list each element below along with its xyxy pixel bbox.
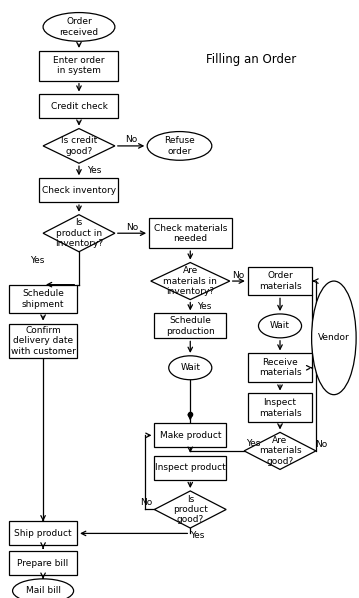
Text: Wait: Wait bbox=[270, 321, 290, 331]
Text: Inspect product: Inspect product bbox=[155, 463, 226, 472]
Polygon shape bbox=[151, 263, 230, 300]
Text: Vendor: Vendor bbox=[318, 333, 350, 343]
Text: Check inventory: Check inventory bbox=[42, 185, 116, 195]
Text: No: No bbox=[126, 222, 138, 232]
Text: Refuse
order: Refuse order bbox=[164, 136, 195, 155]
Polygon shape bbox=[43, 215, 115, 252]
FancyBboxPatch shape bbox=[9, 551, 77, 575]
Ellipse shape bbox=[13, 579, 74, 598]
Text: Filling an Order: Filling an Order bbox=[206, 53, 297, 66]
Text: Is
product
good?: Is product good? bbox=[173, 495, 208, 524]
Text: Yes: Yes bbox=[190, 530, 205, 540]
FancyBboxPatch shape bbox=[248, 353, 312, 382]
Text: No: No bbox=[315, 440, 327, 450]
Ellipse shape bbox=[147, 132, 212, 160]
FancyBboxPatch shape bbox=[149, 218, 232, 248]
Text: Prepare bill: Prepare bill bbox=[18, 559, 69, 568]
Text: Receive
materials: Receive materials bbox=[259, 358, 301, 377]
Text: Enter order
in system: Enter order in system bbox=[53, 56, 105, 75]
FancyBboxPatch shape bbox=[39, 51, 118, 81]
Polygon shape bbox=[43, 129, 115, 163]
Text: Schedule
production: Schedule production bbox=[166, 316, 215, 335]
FancyBboxPatch shape bbox=[154, 456, 226, 480]
FancyBboxPatch shape bbox=[39, 178, 118, 202]
Ellipse shape bbox=[169, 356, 212, 380]
Text: Yes: Yes bbox=[197, 302, 212, 311]
Text: Yes: Yes bbox=[246, 439, 260, 448]
Text: No: No bbox=[233, 270, 245, 280]
Text: Schedule
shipment: Schedule shipment bbox=[22, 289, 64, 309]
Text: Order
materials: Order materials bbox=[259, 271, 301, 291]
Text: Are
materials
good?: Are materials good? bbox=[259, 436, 301, 466]
Text: Ship product: Ship product bbox=[14, 529, 72, 538]
Text: Credit check: Credit check bbox=[51, 102, 107, 111]
Ellipse shape bbox=[312, 281, 356, 395]
Text: Check materials
needed: Check materials needed bbox=[154, 224, 227, 243]
Text: Yes: Yes bbox=[31, 256, 45, 266]
Ellipse shape bbox=[258, 314, 302, 338]
Text: Are
materials in
inventory?: Are materials in inventory? bbox=[163, 266, 217, 296]
Text: No: No bbox=[125, 135, 137, 145]
Text: No: No bbox=[140, 498, 153, 507]
Text: Inspect
materials: Inspect materials bbox=[259, 398, 301, 417]
Polygon shape bbox=[244, 432, 316, 469]
Text: Wait: Wait bbox=[180, 363, 200, 373]
FancyBboxPatch shape bbox=[154, 423, 226, 447]
FancyBboxPatch shape bbox=[248, 267, 312, 295]
Text: Is credit
good?: Is credit good? bbox=[61, 136, 97, 155]
FancyBboxPatch shape bbox=[39, 94, 118, 118]
FancyBboxPatch shape bbox=[154, 313, 226, 338]
Text: Mail bill: Mail bill bbox=[25, 586, 61, 596]
FancyBboxPatch shape bbox=[9, 285, 77, 313]
FancyBboxPatch shape bbox=[248, 393, 312, 422]
Polygon shape bbox=[154, 491, 226, 528]
FancyBboxPatch shape bbox=[9, 521, 77, 545]
Text: Is
product in
inventory?: Is product in inventory? bbox=[55, 218, 103, 248]
Text: Yes: Yes bbox=[87, 166, 101, 175]
Text: Confirm
delivery date
with customer: Confirm delivery date with customer bbox=[11, 326, 75, 356]
FancyBboxPatch shape bbox=[9, 324, 77, 358]
Ellipse shape bbox=[43, 13, 115, 41]
Text: Make product: Make product bbox=[159, 431, 221, 440]
Text: Order
received: Order received bbox=[60, 17, 98, 36]
